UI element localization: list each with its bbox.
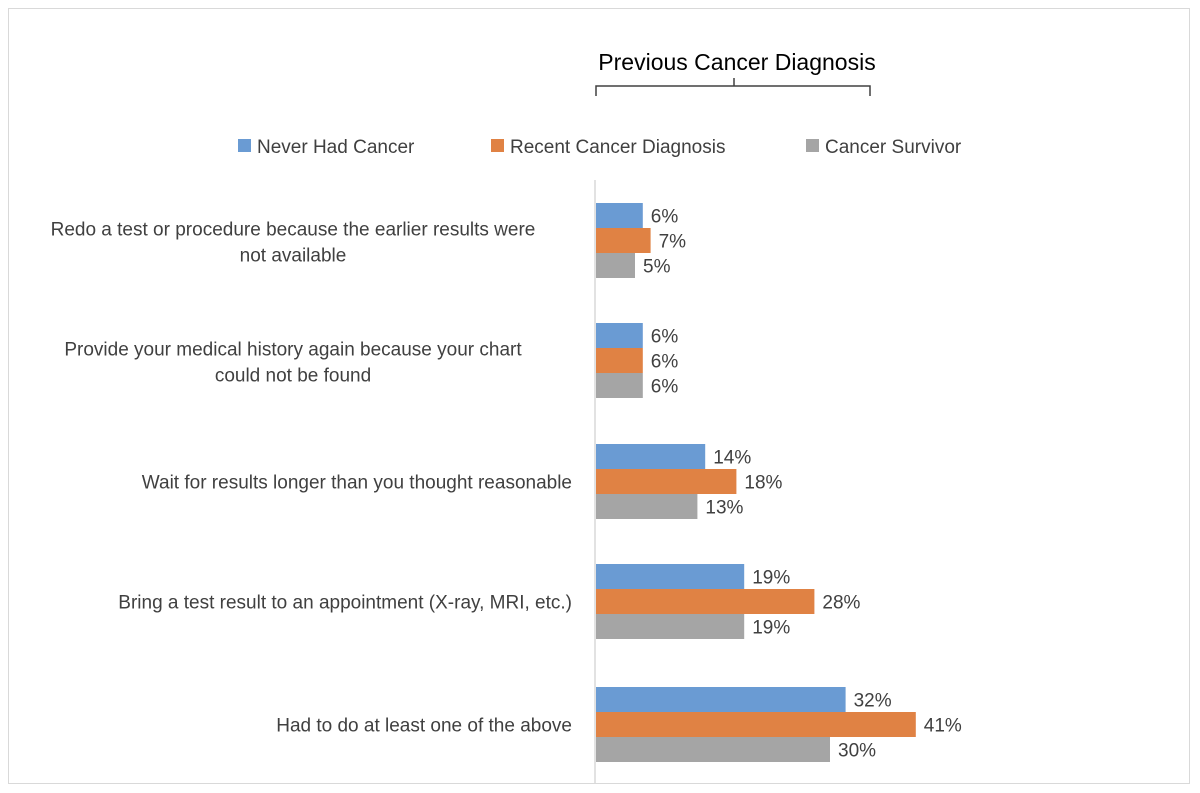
legend-swatch	[491, 139, 504, 152]
bar	[596, 687, 846, 712]
data-label: 28%	[822, 593, 860, 614]
legend: Never Had Cancer Recent Cancer Diagnosis C…	[238, 137, 962, 158]
bars: 6% 7% 5% 6% 6% 6% 14% 18%13% 19% 28% 19% 32% 41% 30%	[596, 203, 962, 762]
legend-label: Recent Cancer Diagnosis	[510, 137, 725, 158]
legend-bracket	[595, 78, 871, 96]
bar	[596, 373, 643, 398]
bar	[596, 323, 643, 348]
bar	[596, 712, 916, 737]
legend-title: Previous Cancer Diagnosis	[598, 49, 875, 75]
data-label: 5%	[643, 257, 671, 278]
category-label: Wait for results longer than you thought…	[142, 473, 572, 494]
bar	[596, 469, 737, 494]
bar	[596, 564, 745, 589]
bar	[596, 737, 830, 762]
data-label: 14%	[713, 448, 751, 469]
data-label: 6%	[651, 207, 679, 228]
data-label: 19%	[752, 618, 790, 639]
category-label: Had to do at least one of the above	[276, 716, 572, 737]
data-label: 18%	[744, 473, 782, 494]
bar	[596, 348, 643, 373]
data-label: 32%	[854, 691, 892, 712]
data-label: 41%	[924, 716, 962, 737]
legend-label: Never Had Cancer	[257, 137, 415, 158]
legend-swatch	[238, 139, 251, 152]
bar	[596, 203, 643, 228]
category-label: Provide your medical history again becau…	[64, 340, 522, 387]
bar	[596, 494, 698, 519]
bar	[596, 589, 815, 614]
data-label: 13%	[705, 498, 743, 519]
data-label: 7%	[659, 232, 687, 253]
legend-swatch	[806, 139, 819, 152]
data-label: 19%	[752, 568, 790, 589]
legend-label: Cancer Survivor	[825, 137, 962, 158]
bar	[596, 228, 651, 253]
chart-frame	[8, 8, 1190, 784]
data-label: 6%	[651, 327, 679, 348]
bar	[596, 614, 745, 639]
bar	[596, 444, 706, 469]
data-label: 30%	[838, 741, 876, 762]
category-label: Redo a test or procedure because the ear…	[51, 220, 536, 267]
bar	[596, 253, 635, 278]
category-label: Bring a test result to an appointment (X…	[118, 593, 572, 614]
category-labels: Redo a test or procedure because the ear…	[51, 220, 572, 737]
data-label: 6%	[651, 377, 679, 398]
data-label: 6%	[651, 352, 679, 373]
